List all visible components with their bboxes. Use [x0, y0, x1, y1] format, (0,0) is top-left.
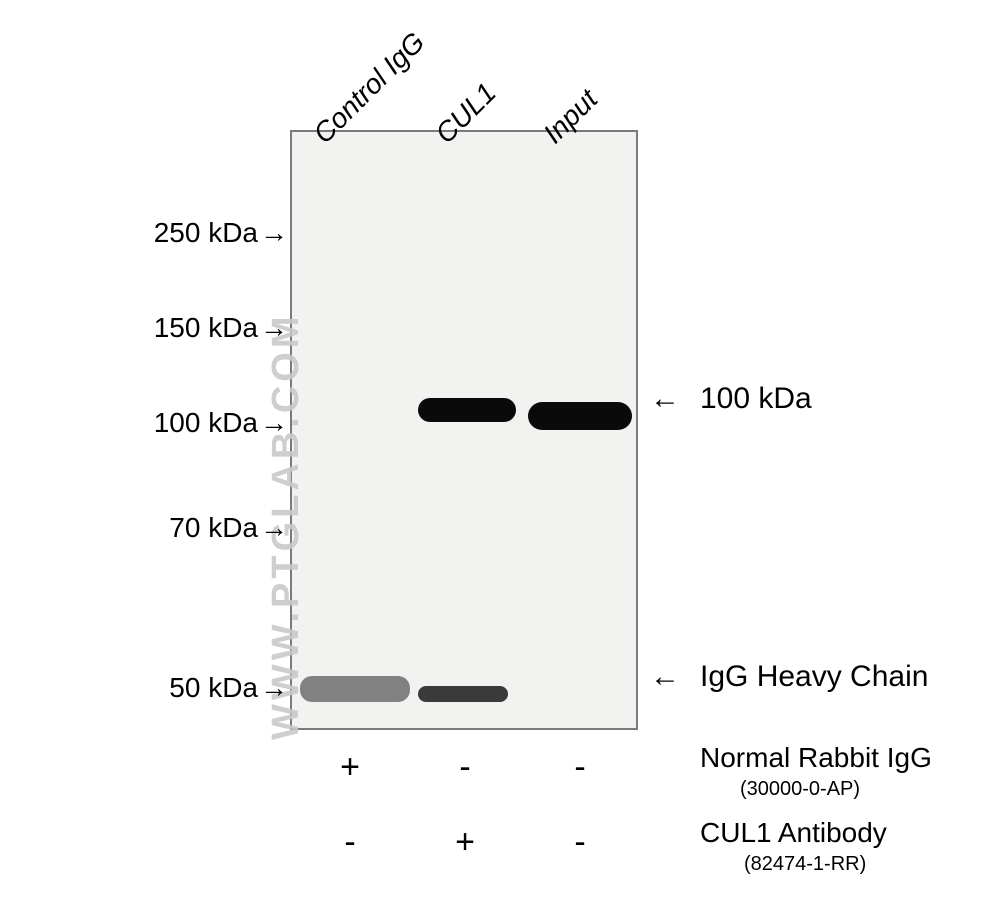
treatment-catalog: (30000-0-AP) — [740, 778, 860, 801]
mw-label: 70 kDa — [169, 512, 258, 544]
mw-label: 250 kDa — [154, 217, 258, 249]
band-cul1-hc — [418, 686, 508, 702]
arrow-right-icon: → — [260, 512, 288, 544]
blot-figure: WWW.PTGLAB.COM Control IgG CUL1 Input 25… — [0, 0, 1000, 903]
pm-cell: + — [445, 823, 485, 862]
annotation-label: IgG Heavy Chain — [700, 660, 928, 694]
arrow-left-icon: ← — [650, 382, 680, 416]
arrow-right-icon: → — [260, 672, 288, 704]
pm-cell: - — [330, 823, 370, 862]
arrow-right-icon: → — [260, 217, 288, 249]
membrane — [290, 130, 638, 730]
mw-label: 100 kDa — [154, 407, 258, 439]
mw-label: 150 kDa — [154, 312, 258, 344]
band-control-hc — [300, 676, 410, 702]
pm-cell: - — [560, 748, 600, 787]
arrow-left-icon: ← — [650, 660, 680, 694]
pm-cell: + — [330, 748, 370, 787]
treatment-label: Normal Rabbit IgG — [700, 742, 932, 774]
pm-cell: - — [445, 748, 485, 787]
arrow-right-icon: → — [260, 407, 288, 439]
band-cul1-ip — [418, 398, 516, 422]
treatment-catalog: (82474-1-RR) — [744, 853, 866, 876]
pm-cell: - — [560, 823, 600, 862]
mw-label: 50 kDa — [169, 672, 258, 704]
treatment-label: CUL1 Antibody — [700, 817, 887, 849]
arrow-right-icon: → — [260, 312, 288, 344]
annotation-label: 100 kDa — [700, 382, 812, 416]
band-input — [528, 402, 632, 430]
